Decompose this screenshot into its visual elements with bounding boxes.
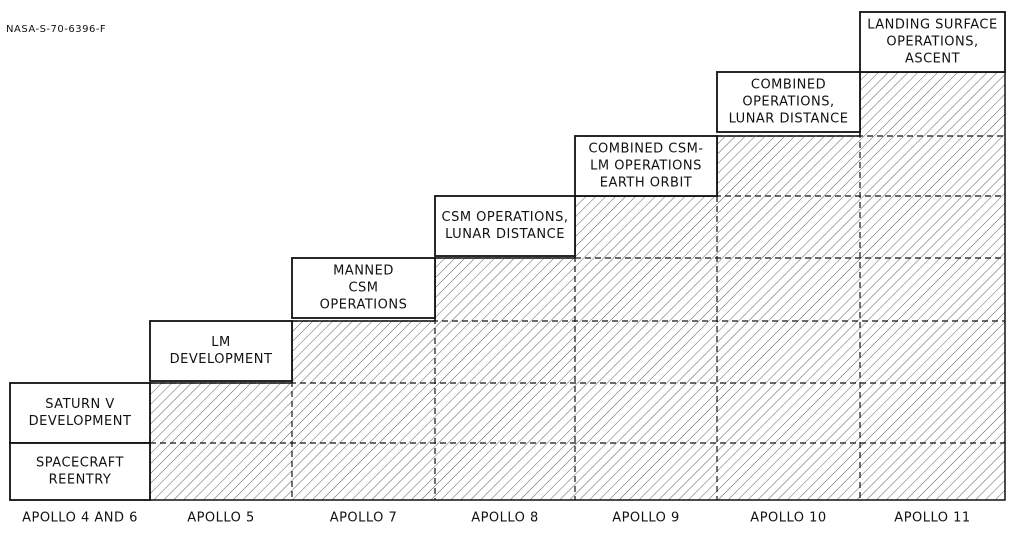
stage-box xyxy=(859,11,1006,73)
stage-text: SATURN V xyxy=(45,397,115,412)
figure-code: NASA-S-70-6396-F xyxy=(6,24,106,35)
stage-text: EARTH ORBIT xyxy=(600,176,693,191)
column-label: APOLLO 7 xyxy=(330,511,398,526)
stage-box xyxy=(574,135,718,197)
stage-box xyxy=(9,442,151,501)
column-label: APOLLO 10 xyxy=(750,511,826,526)
stage-text: LUNAR DISTANCE xyxy=(729,112,849,127)
stage-box xyxy=(9,382,151,444)
column-label: APOLLO 11 xyxy=(894,511,970,526)
stage-box xyxy=(716,71,861,133)
stage-text: OPERATIONS, xyxy=(742,95,834,110)
stage-text: REENTRY xyxy=(49,473,112,488)
column-label: APOLLO 8 xyxy=(471,511,539,526)
stage-text: OPERATIONS xyxy=(320,298,408,313)
stage-text: SPACECRAFT xyxy=(36,456,124,471)
stage-text: MANNED xyxy=(333,264,394,279)
stage-text: LM OPERATIONS xyxy=(590,159,702,174)
stage-text: CSM OPERATIONS, xyxy=(442,210,569,225)
stage-text: ASCENT xyxy=(905,52,960,67)
stage-text: LUNAR DISTANCE xyxy=(445,227,565,242)
column-label: APOLLO 5 xyxy=(187,511,255,526)
stage-text: LANDING SURFACE xyxy=(867,18,997,33)
column-label: APOLLO 4 AND 6 xyxy=(22,511,138,526)
stage-box xyxy=(149,320,293,382)
stage-text: COMBINED CSM- xyxy=(588,142,703,157)
stage-text: CSM xyxy=(348,281,378,296)
stage-text: COMBINED xyxy=(751,78,826,93)
stage-text: DEVELOPMENT xyxy=(29,414,132,429)
stage-box xyxy=(434,195,576,257)
stage-text: OPERATIONS, xyxy=(886,35,978,50)
stage-text: LM xyxy=(211,335,230,350)
stage-text: DEVELOPMENT xyxy=(170,352,273,367)
column-label: APOLLO 9 xyxy=(612,511,680,526)
stage-box xyxy=(291,257,436,319)
